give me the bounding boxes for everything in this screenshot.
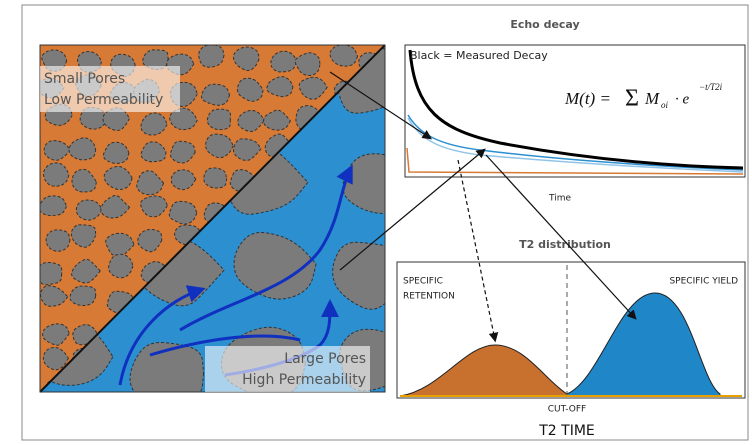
label: Small Pores [44, 71, 125, 87]
formula: · e [675, 91, 690, 107]
legend: Black = Measured Decay [410, 49, 548, 62]
formula: −t/T2i [699, 82, 723, 92]
label: Low Permeability [44, 92, 163, 108]
echo-box [405, 45, 745, 177]
label: Large Pores [284, 351, 366, 367]
grain [39, 196, 66, 216]
title: T2 distribution [519, 238, 611, 251]
grain [207, 109, 230, 130]
grain [37, 262, 62, 284]
axis-label: T2 TIME [538, 423, 595, 439]
title: Echo decay [510, 18, 579, 31]
formula: M(t) = [564, 89, 611, 108]
label: SPECIFIC [403, 277, 443, 287]
diagram: Small Pores Low Permeability Large Pores… [0, 0, 752, 445]
formula: Σ [625, 86, 639, 112]
grain [204, 168, 227, 188]
grain [46, 230, 70, 251]
formula: oi [661, 100, 669, 110]
label: RETENTION [403, 292, 455, 302]
formula: M [644, 89, 660, 108]
label: CUT-OFF [548, 405, 586, 415]
grain [130, 343, 204, 406]
label: SPECIFIC YIELD [669, 277, 738, 287]
label: High Permeability [242, 372, 366, 388]
axis-label: Time [548, 194, 571, 204]
page: {"left_panel": {"top_label": ["Small Por… [0, 0, 752, 445]
